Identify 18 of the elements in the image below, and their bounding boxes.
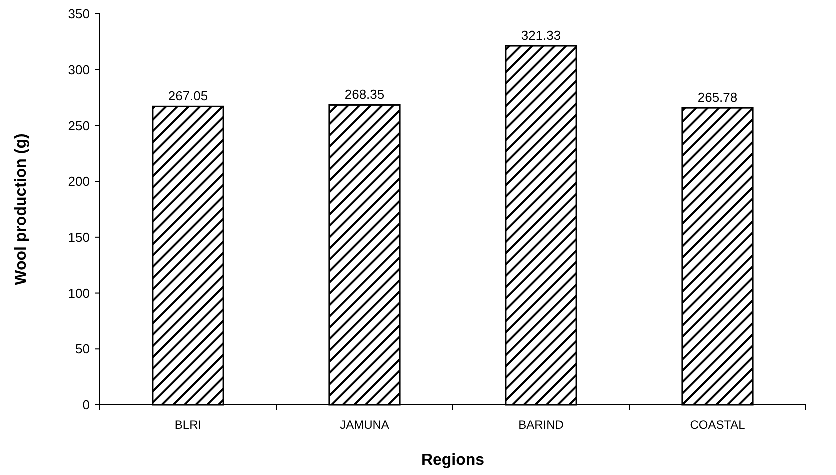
y-tick-label: 200: [68, 174, 90, 190]
x-axis-title: Regions: [421, 452, 485, 469]
y-tick-label: 250: [68, 118, 90, 134]
data-label: 268.35: [344, 87, 385, 102]
data-label: 321.33: [521, 28, 562, 44]
x-tick-label: BLRI: [174, 418, 202, 432]
y-tick-label: 150: [68, 230, 90, 245]
y-tick-label: 0: [82, 398, 90, 413]
y-tick-label: 350: [68, 6, 90, 22]
x-tick-label: COASTAL: [690, 418, 746, 432]
data-label: 267.05: [168, 88, 208, 104]
x-tick-label: BARIND: [518, 418, 564, 432]
y-tick-label: 50: [76, 342, 90, 357]
y-tick-label: 100: [68, 286, 90, 301]
x-tick-label: JAMUNA: [340, 418, 390, 432]
data-label: 265.78: [698, 90, 738, 106]
y-tick-label: 300: [68, 62, 90, 78]
y-axis-title: Wool production (g): [13, 134, 30, 286]
